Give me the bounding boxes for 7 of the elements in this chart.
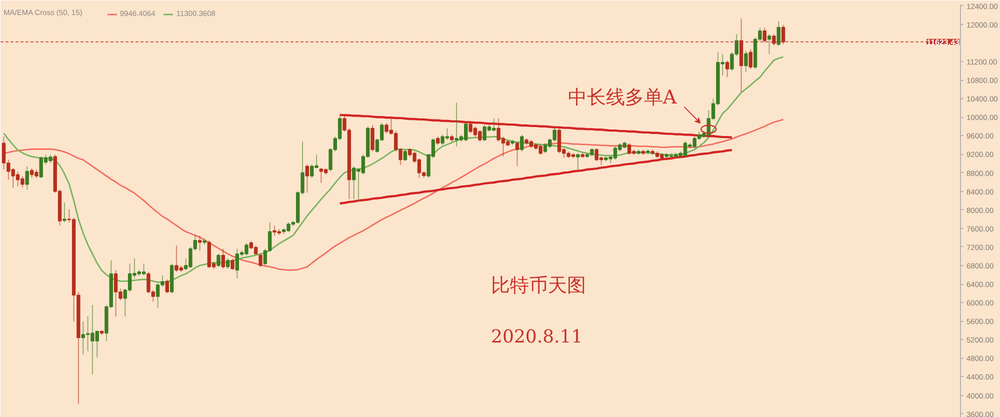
- annotation: 2020.8.11: [491, 326, 583, 348]
- line-series: [3, 118, 784, 271]
- line-series: [338, 114, 734, 139]
- ref-line-label: 11623.43: [926, 38, 960, 47]
- line-series: [338, 148, 734, 204]
- annotation: 中长线多单A: [568, 86, 677, 108]
- annotation: 比特币天图: [491, 274, 586, 297]
